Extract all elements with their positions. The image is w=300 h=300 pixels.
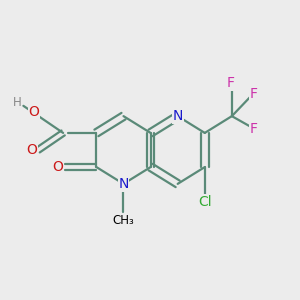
Text: O: O (53, 160, 64, 174)
Text: O: O (28, 105, 39, 119)
Text: O: O (26, 143, 37, 157)
Text: Cl: Cl (198, 195, 211, 209)
Text: N: N (118, 177, 129, 191)
Text: CH₃: CH₃ (112, 214, 134, 227)
Text: N: N (172, 109, 183, 123)
Text: F: F (250, 87, 258, 101)
Text: F: F (226, 76, 234, 90)
Text: H: H (13, 96, 22, 109)
Text: F: F (250, 122, 258, 136)
